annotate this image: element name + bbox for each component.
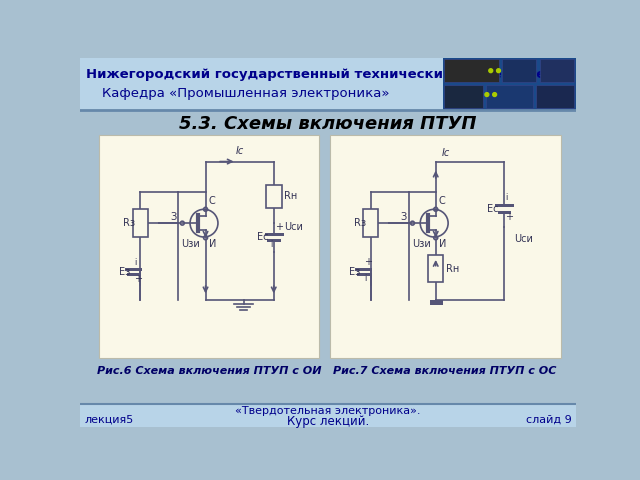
Text: И: И [209, 239, 216, 249]
Text: C: C [209, 196, 216, 206]
Text: Рис.6 Схема включения ПТУП с ОИ: Рис.6 Схема включения ПТУП с ОИ [97, 366, 321, 375]
Text: Eз: Eз [349, 267, 360, 276]
Text: +: + [275, 222, 284, 232]
Bar [330, 134, 561, 358]
Circle shape [485, 93, 489, 96]
Bar [428, 255, 444, 282]
Text: Нижегородский государственный технический университет: Нижегородский государственный технически… [86, 68, 554, 82]
Text: Eз: Eз [119, 267, 130, 276]
Text: И: И [439, 239, 446, 249]
Bar [444, 84, 483, 108]
Bar [80, 58, 576, 110]
Bar [132, 209, 148, 237]
Text: +: + [134, 274, 142, 284]
Bar [486, 84, 532, 108]
Bar [443, 58, 576, 110]
Text: +: + [364, 257, 372, 267]
Text: Iс: Iс [442, 148, 450, 158]
Text: Rз: Rз [353, 218, 365, 228]
Circle shape [497, 69, 500, 72]
Bar [444, 59, 499, 82]
Bar [266, 185, 282, 208]
Text: Курс лекций.: Курс лекций. [287, 415, 369, 428]
Text: Uзи: Uзи [182, 239, 200, 249]
Circle shape [493, 93, 497, 96]
Text: «Твердотельная электроника».: «Твердотельная электроника». [236, 407, 420, 417]
Bar [502, 59, 536, 82]
Text: Rн: Rн [446, 264, 459, 274]
Text: З: З [170, 212, 176, 222]
Text: лекция5: лекция5 [84, 415, 134, 425]
Text: i: i [364, 274, 367, 283]
Bar [363, 209, 378, 237]
Bar [80, 404, 576, 427]
Text: i: i [506, 193, 508, 203]
Text: Рис.7 Схема включения ПТУП с ОС: Рис.7 Схема включения ПТУП с ОС [333, 366, 557, 375]
Bar [540, 59, 575, 82]
Text: слайд 9: слайд 9 [525, 415, 572, 425]
Text: Eс: Eс [487, 204, 499, 214]
Text: Uси: Uси [514, 234, 533, 243]
Text: 5.3. Схемы включения ПТУП: 5.3. Схемы включения ПТУП [179, 115, 477, 133]
Circle shape [489, 69, 493, 72]
Text: C: C [439, 196, 445, 206]
Text: i: i [134, 258, 136, 267]
Text: Eс: Eс [257, 232, 268, 242]
Text: i: i [271, 240, 273, 249]
Bar [536, 84, 575, 108]
Text: +: + [506, 212, 513, 222]
Text: Iс: Iс [236, 146, 244, 156]
Text: Кафедра «Промышленная электроника»: Кафедра «Промышленная электроника» [102, 87, 389, 100]
Text: Uзи: Uзи [412, 239, 431, 249]
Text: З: З [400, 212, 406, 222]
Text: Rз: Rз [124, 218, 136, 228]
Bar [99, 134, 319, 358]
Text: Rн: Rн [284, 191, 297, 201]
Text: Uси: Uси [284, 222, 303, 232]
